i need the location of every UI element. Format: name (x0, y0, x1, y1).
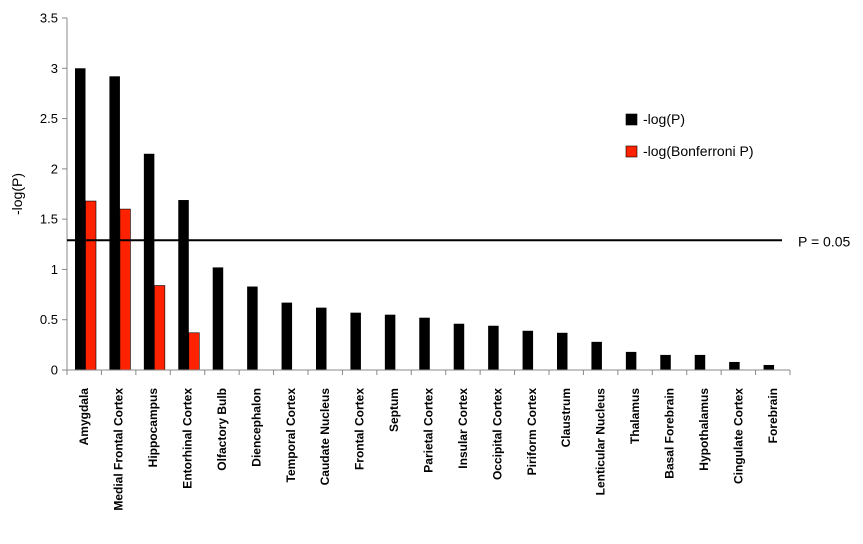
y-axis-ticks: 0 0.5 1 1.5 2 2.5 3 3.5 (40, 11, 791, 378)
bar-neg-log-p (522, 330, 534, 370)
bar-neg-log-p (75, 68, 86, 371)
y-tick-label: 3 (51, 61, 58, 76)
category-label: Diencephalon (249, 388, 263, 467)
bar-neg-log-p (281, 302, 293, 370)
bar-neg-log-p (488, 325, 499, 370)
bar-neg-log-p (143, 153, 155, 370)
legend-swatch (625, 113, 638, 126)
category-label: Septum (387, 388, 401, 432)
category-label: Insular Cortex (456, 388, 470, 469)
bar-neg-log-p (178, 200, 189, 370)
bar-neg-log-p (384, 314, 396, 370)
category-label: Lenticular Nucleus (594, 388, 608, 496)
bar-neg-log-bonferroni-p (119, 208, 131, 371)
legend: -log(P) -log(Bonferroni P) (625, 111, 754, 159)
category-label: Thalamus (628, 388, 642, 444)
bar-neg-log-p (625, 351, 637, 370)
legend-swatch (625, 145, 638, 158)
bar-neg-log-p (109, 76, 120, 371)
bar-neg-log-bonferroni-p (85, 200, 97, 371)
bar-neg-log-bonferroni-p (188, 332, 200, 371)
bar-neg-log-p (729, 361, 740, 370)
y-tick-label: 3.5 (40, 11, 58, 26)
bar-neg-log-p (660, 354, 671, 370)
category-label: Parietal Cortex (422, 388, 436, 473)
bar-neg-log-p (212, 267, 224, 370)
category-label: Frontal Cortex (353, 388, 367, 470)
category-label: Entorhinal Cortex (181, 388, 195, 489)
category-label: Caudate Nucleus (318, 388, 332, 486)
y-tick-label: 2 (51, 161, 58, 176)
category-label: Basal Forebrain (663, 388, 677, 479)
category-label: Amygdala (77, 388, 91, 446)
bars (75, 68, 775, 371)
bar-neg-log-p (763, 364, 775, 370)
category-label: Temporal Cortex (284, 388, 298, 483)
bar-neg-log-p (453, 323, 465, 370)
bar-neg-log-p (350, 312, 361, 370)
bar-neg-log-bonferroni-p (154, 285, 166, 371)
y-tick-label: 0 (51, 363, 58, 378)
bar-neg-log-p (419, 317, 430, 370)
legend-label: -log(Bonferroni P) (643, 143, 754, 159)
category-label: Forebrain (766, 388, 780, 443)
y-tick-label: 2.5 (40, 111, 58, 126)
category-label: Cingulate Cortex (731, 388, 745, 484)
category-label: Hippocampus (146, 388, 160, 468)
legend-label: -log(P) (643, 111, 685, 127)
threshold-label: P = 0.05 (798, 233, 851, 249)
bar-neg-log-p (557, 332, 568, 370)
y-tick-label: 1 (51, 262, 58, 277)
y-axis-title: -log(P) (9, 173, 25, 215)
bar-neg-log-p (694, 354, 706, 370)
y-tick-label: 1.5 (40, 212, 58, 227)
bar-neg-log-p (591, 341, 602, 370)
bar-neg-log-p (316, 307, 327, 370)
category-label: Medial Frontal Cortex (112, 388, 126, 511)
category-label: Hypothalamus (697, 388, 711, 471)
category-label: Piriform Cortex (525, 388, 539, 476)
category-label: Occipital Cortex (490, 388, 504, 480)
y-tick-label: 0.5 (40, 312, 58, 327)
bar-neg-log-p (247, 286, 258, 370)
category-label: Claustrum (559, 388, 573, 447)
category-label: Olfactory Bulb (215, 388, 229, 471)
x-axis-labels: Amygdala Medial Frontal Cortex Hippocampus… (77, 388, 780, 511)
